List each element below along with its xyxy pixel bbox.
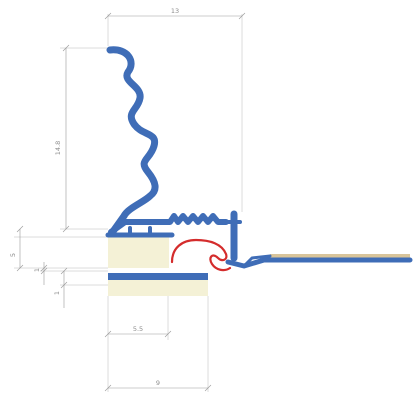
dimension-upper-step: 5 xyxy=(9,225,24,272)
dimension-left-height: 14.8 xyxy=(54,44,70,233)
insert-strip-upper xyxy=(108,237,169,268)
insert-strip-lower xyxy=(108,280,208,296)
dimension-label-bottom-width: 9 xyxy=(156,379,160,387)
dimension-label-inner-width: 5.5 xyxy=(133,325,143,333)
dimension-mid-step: 1 xyxy=(33,262,48,285)
aluminium-profile xyxy=(105,46,413,280)
dimension-low-step: 1 xyxy=(53,267,68,308)
dimension-inner-width: 5.5 xyxy=(104,325,172,338)
dimension-label-left-height: 14.8 xyxy=(54,141,62,155)
extension-lines xyxy=(14,14,243,392)
dimension-label-top-width: 13 xyxy=(171,7,179,15)
dimension-label-upper-step: 5 xyxy=(9,253,17,257)
dimension-label-low-step: 1 xyxy=(53,291,61,295)
spring-clip xyxy=(170,238,232,272)
dimension-label-mid-step: 1 xyxy=(33,268,41,272)
dimension-bottom-width: 9 xyxy=(104,379,212,392)
dimension-top-width: 13 xyxy=(104,7,246,20)
lower-base-bar xyxy=(108,273,208,280)
